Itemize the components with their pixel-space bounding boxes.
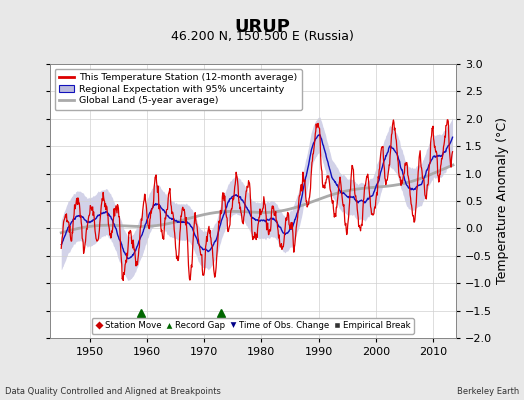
Text: 46.200 N, 150.500 E (Russia): 46.200 N, 150.500 E (Russia) xyxy=(171,30,353,43)
Text: Data Quality Controlled and Aligned at Breakpoints: Data Quality Controlled and Aligned at B… xyxy=(5,387,221,396)
Text: Berkeley Earth: Berkeley Earth xyxy=(456,387,519,396)
Y-axis label: Temperature Anomaly (°C): Temperature Anomaly (°C) xyxy=(496,118,509,284)
Legend: Station Move, Record Gap, Time of Obs. Change, Empirical Break: Station Move, Record Gap, Time of Obs. C… xyxy=(92,318,414,334)
Text: URUP: URUP xyxy=(234,18,290,36)
